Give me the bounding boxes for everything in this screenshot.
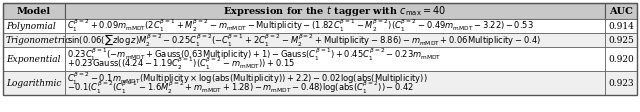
Text: 0.914: 0.914	[608, 22, 634, 30]
Bar	[3, 3, 637, 95]
Text: $+0.23\mathrm{Gauss}((4.24 - 1.19C_2^{\beta=1})(C_1^{\beta=2} - m_{\mathrm{mMDT}: $+0.23\mathrm{Gauss}((4.24 - 1.19C_2^{\b…	[67, 56, 295, 72]
Bar	[65, 33, 605, 47]
Bar	[65, 71, 605, 95]
Text: 0.920: 0.920	[608, 55, 634, 64]
Bar	[3, 33, 65, 47]
Bar	[605, 3, 637, 19]
Text: 0.925: 0.925	[608, 36, 634, 44]
Text: Model: Model	[17, 6, 51, 15]
Text: AUC: AUC	[609, 6, 633, 15]
Text: $-0.1(C_1^{\beta=2}(C_1^{\beta=1} - 1.6M_2^{\beta=2} + m_{\mathrm{mMDT}} + 1.28): $-0.1(C_1^{\beta=2}(C_1^{\beta=1} - 1.6M…	[67, 80, 414, 96]
Text: $C_1^{\beta=2} - 0.1m_{\mathrm{mMDT}}(\mathrm{Multiplicity} \times \log(\mathrm{: $C_1^{\beta=2} - 0.1m_{\mathrm{mMDT}}(\m…	[67, 71, 428, 87]
Bar	[605, 47, 637, 71]
Text: Exponential: Exponential	[6, 55, 61, 64]
Text: Expression for the $t$ tagger with $c_{\mathrm{max}} = 40$: Expression for the $t$ tagger with $c_{\…	[223, 4, 447, 18]
Text: Polynomial: Polynomial	[6, 22, 56, 30]
Bar	[65, 47, 605, 71]
Bar	[605, 71, 637, 95]
Text: Trigonometric: Trigonometric	[6, 36, 71, 44]
Bar	[65, 19, 605, 33]
Text: $\sin(0.06(\sum z \log z)M_2^{\beta=2} - 0.25C_1^{\beta=2}(-C_1^{\beta=1} + 2C_1: $\sin(0.06(\sum z \log z)M_2^{\beta=2} -…	[67, 32, 541, 48]
Bar	[3, 3, 65, 19]
Text: Logarithmic: Logarithmic	[6, 79, 61, 87]
Bar	[605, 33, 637, 47]
Bar	[3, 47, 65, 71]
Bar	[605, 19, 637, 33]
Bar	[3, 19, 65, 33]
Text: $C_1^{\beta=2} + 0.09m_{\mathrm{mMDT}}(2C_1^{\beta=1} + M_2^{\beta=2} - m_{\math: $C_1^{\beta=2} + 0.09m_{\mathrm{mMDT}}(2…	[67, 18, 534, 34]
Bar	[3, 71, 65, 95]
Bar	[65, 3, 605, 19]
Text: $0.23C_1^{\beta=1}(-m_{\mathrm{mMDT}} + \mathrm{Gauss}(0.63\mathrm{Multiplicity}: $0.23C_1^{\beta=1}(-m_{\mathrm{mMDT}} + …	[67, 47, 442, 63]
Text: 0.923: 0.923	[608, 79, 634, 87]
